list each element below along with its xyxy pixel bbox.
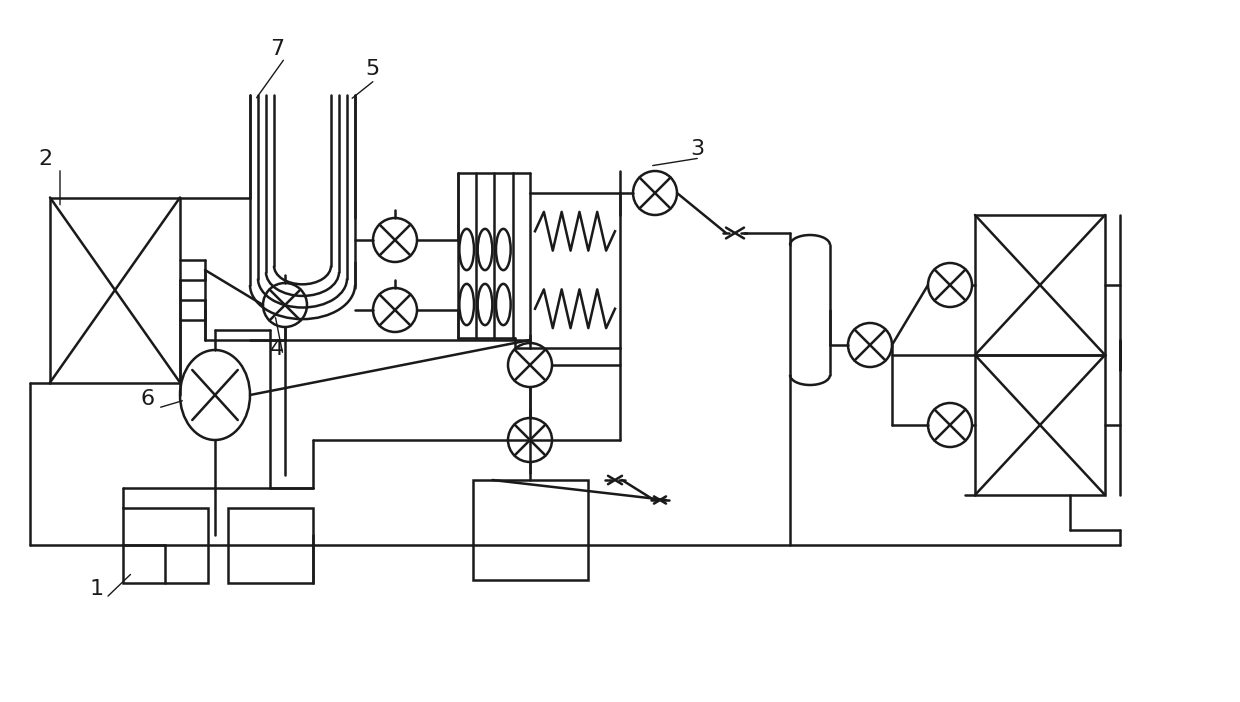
Bar (227, 508, 312, 583)
Bar (975, 355, 1105, 495)
Text: 2: 2 (38, 149, 52, 169)
Bar (472, 480, 588, 580)
Text: 7: 7 (270, 39, 284, 59)
Text: 4: 4 (270, 339, 284, 359)
Bar (123, 508, 207, 583)
Text: 5: 5 (365, 59, 379, 79)
Text: 1: 1 (91, 579, 104, 599)
Bar (50, 197, 180, 383)
Text: 6: 6 (140, 389, 154, 409)
Bar (975, 215, 1105, 355)
Text: 3: 3 (689, 139, 704, 159)
